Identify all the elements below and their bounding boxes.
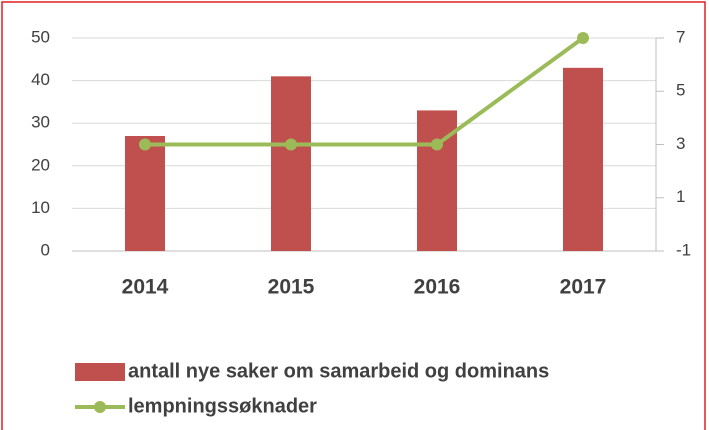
line-marker [139, 138, 151, 151]
line [145, 36, 585, 147]
bar [563, 67, 603, 251]
x-tick-label: 2015 [268, 276, 315, 299]
x-tick-label: 2017 [560, 276, 607, 299]
bar [271, 76, 311, 251]
y2-tick-label: 1 [676, 187, 685, 206]
legend-marker [94, 401, 106, 413]
legend-label: lempningssøknader [128, 395, 317, 417]
x-tick-label: 2014 [122, 276, 169, 299]
y2-tick-label: -1 [676, 240, 691, 259]
y2-tick-label: 3 [676, 134, 685, 153]
bar [417, 110, 457, 251]
y-tick-label: 40 [31, 70, 50, 89]
legend-swatch [75, 363, 125, 381]
bar [125, 135, 165, 251]
x-tick-label: 2016 [414, 276, 461, 299]
line-marker [285, 138, 297, 151]
y2-tick-label: 5 [676, 81, 685, 100]
legend-label: antall nye saker om samarbeid og dominan… [128, 360, 549, 382]
line-marker [431, 138, 443, 151]
y-tick-label: 10 [31, 198, 50, 217]
y2-tick-label: 7 [676, 27, 685, 46]
y-tick-label: 50 [31, 27, 50, 46]
y-tick-label: 0 [41, 240, 50, 259]
y-tick-label: 30 [31, 113, 50, 132]
line-marker [577, 32, 589, 44]
y-tick-label: 20 [31, 155, 50, 174]
